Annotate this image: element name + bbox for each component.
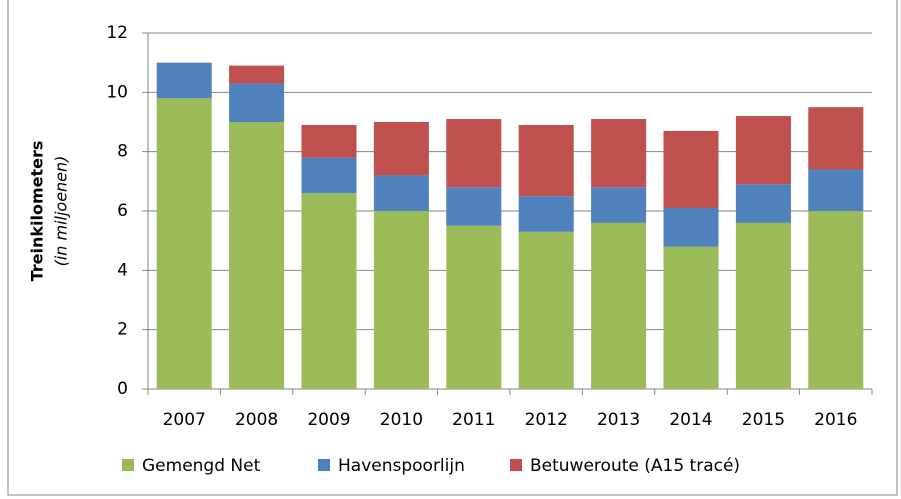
bar-segment — [301, 193, 357, 389]
y-tick-label: 0 — [117, 379, 128, 399]
bar-segment — [156, 62, 212, 99]
y-tick-label: 8 — [117, 142, 128, 162]
x-tick-label: 2010 — [380, 410, 423, 430]
bar-segment — [735, 222, 791, 389]
x-tick-label: 2013 — [597, 410, 640, 430]
bar-segment — [518, 124, 574, 197]
bar-segment — [808, 169, 864, 211]
y-tick-label: 6 — [117, 201, 128, 221]
bar-segment — [229, 122, 285, 389]
bar-segment — [446, 187, 502, 226]
bar-segment — [591, 119, 647, 188]
bar-segment — [808, 107, 864, 170]
x-tick-label: 2011 — [452, 410, 495, 430]
bar-segment — [373, 122, 429, 176]
x-tick-label: 2007 — [163, 410, 206, 430]
y-tick-label: 4 — [117, 260, 128, 280]
x-tick-label: 2008 — [235, 410, 278, 430]
bar-segment — [735, 116, 791, 185]
bar-segment — [663, 246, 719, 389]
y-axis-title: Treinkilometers — [28, 141, 47, 282]
y-tick-label: 12 — [106, 23, 128, 43]
bar-segment — [663, 130, 719, 209]
bar-segment — [735, 184, 791, 223]
bar-segment — [663, 208, 719, 247]
legend-label: Gemengd Net — [142, 456, 261, 476]
bar-segment — [373, 211, 429, 389]
legend-label: Havenspoorlijn — [338, 456, 465, 476]
bar-segment — [446, 119, 502, 188]
x-tick-label: 2015 — [742, 410, 785, 430]
bar-segment — [301, 157, 357, 194]
bar-segment — [156, 98, 212, 390]
bar-segment — [229, 65, 285, 84]
bar-segment — [591, 187, 647, 223]
legend-swatch — [122, 459, 134, 471]
bar-segment — [446, 225, 502, 389]
x-tick-label: 2012 — [525, 410, 568, 430]
bar-segment — [301, 124, 357, 158]
y-tick-label: 10 — [106, 82, 128, 102]
legend-swatch — [510, 459, 522, 471]
x-tick-label: 2016 — [814, 410, 857, 430]
bar-segment — [518, 231, 574, 389]
x-tick-label: 2014 — [669, 410, 712, 430]
bar-segment — [229, 83, 285, 122]
bar-segment — [373, 175, 429, 211]
y-axis-note: (in miljoenen) — [52, 156, 71, 267]
bar-segment — [518, 196, 574, 232]
legend-label: Betuweroute (A15 tracé) — [530, 456, 740, 476]
y-tick-label: 2 — [117, 320, 128, 340]
bar-segment — [591, 222, 647, 389]
bar-segment — [808, 211, 864, 389]
x-tick-label: 2009 — [307, 410, 350, 430]
legend-swatch — [318, 459, 330, 471]
